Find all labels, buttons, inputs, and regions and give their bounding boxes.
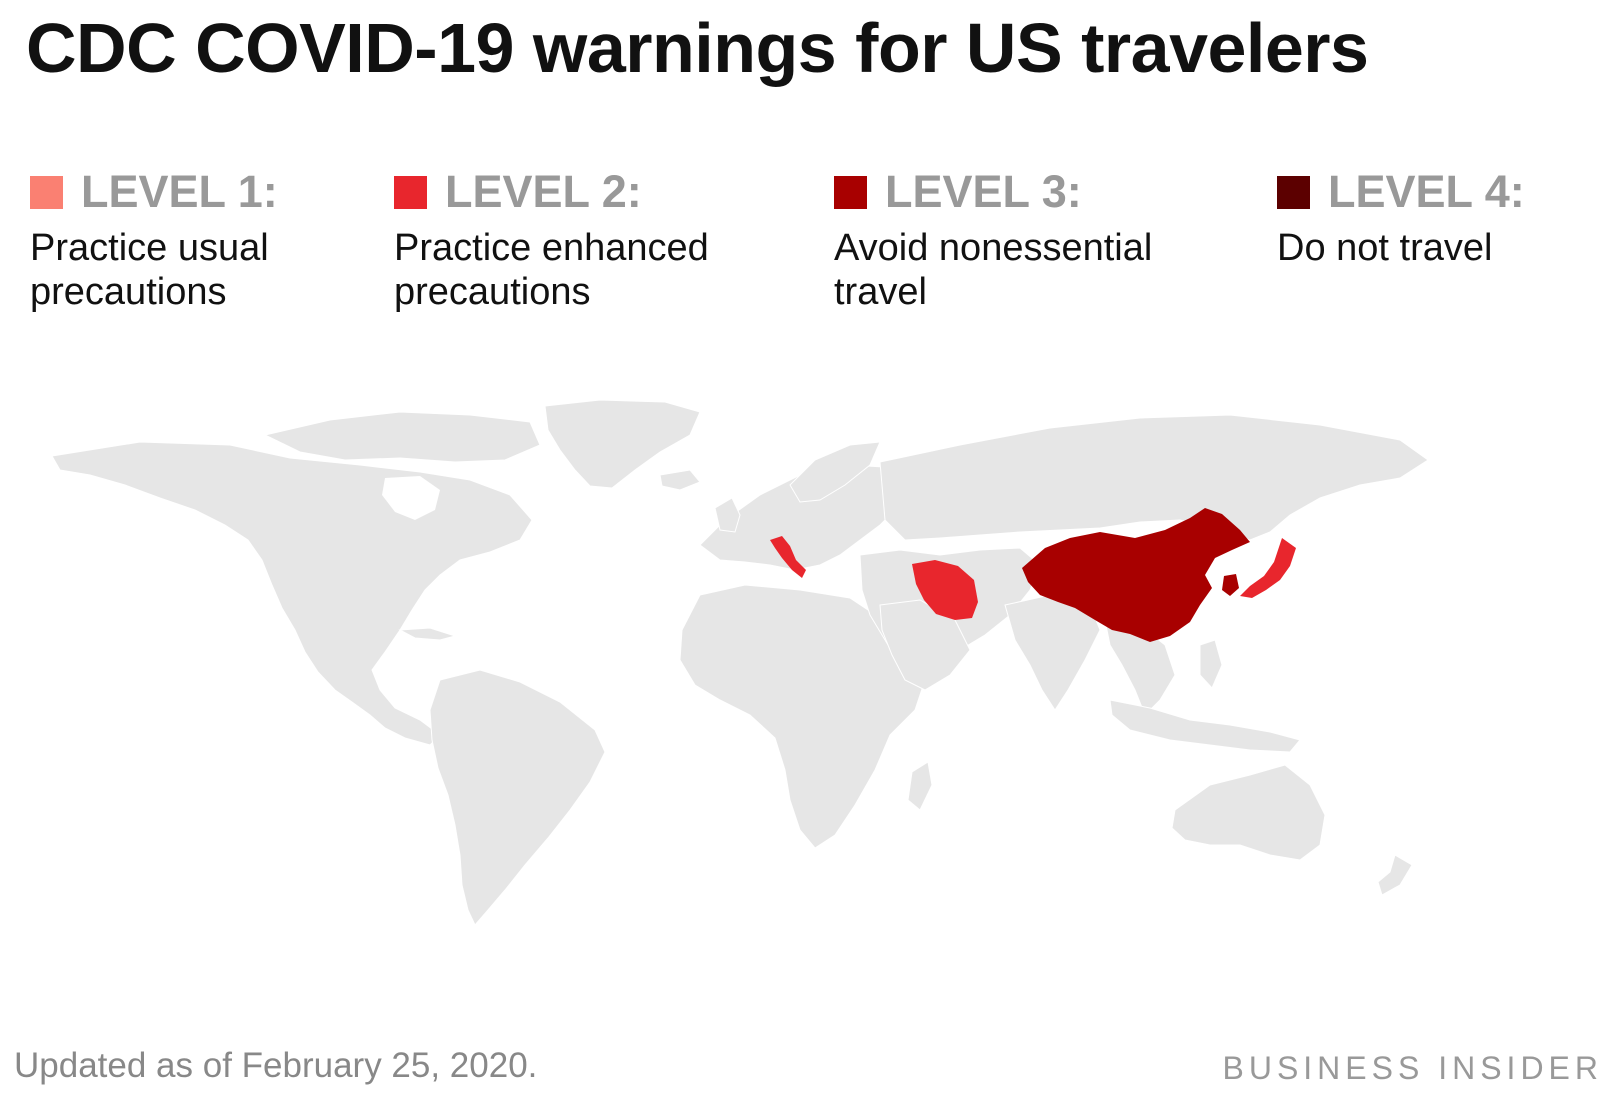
legend-label-level-2: LEVEL 2: [445,166,642,217]
legend-swatch-level-3 [834,175,867,209]
legend-level-4: LEVEL 4: Do not travel [1277,166,1525,270]
land-europe [699,464,906,571]
highlighted-countries [770,508,1296,642]
land-iceland [659,469,701,491]
country-japan [1240,538,1296,598]
legend-swatch-level-4 [1277,175,1310,209]
country-south-korea [1222,574,1239,596]
legend-label-level-3: LEVEL 3: [885,166,1082,217]
land-masses [51,399,1429,926]
land-greenland [544,399,701,489]
land-uk [714,497,741,533]
land-scandinavia [789,441,881,503]
hudson-bay [382,476,440,520]
legend-label-level-4: LEVEL 4: [1328,166,1525,217]
legend-description-level-3: Avoid nonessential travel [834,227,1153,313]
country-iran [912,560,978,620]
legend-swatch-level-2 [394,175,427,209]
land-philippines [1199,639,1223,689]
land-australia [1171,764,1326,861]
legend-label-level-1: LEVEL 1: [81,166,278,217]
land-caribbean [398,627,457,641]
legend-swatch-level-1 [30,175,63,209]
legend-description-level-1: Practice usual precautions [30,227,269,313]
land-new-zealand [1377,854,1413,896]
legend-level-2: LEVEL 2: Practice enhanced precautions [394,166,709,314]
land-russia [879,414,1429,541]
brand-logo-text: BUSINESS INSIDER [1222,1050,1603,1086]
land-indonesia [1109,699,1301,753]
legend-level-3: LEVEL 3: Avoid nonessential travel [834,166,1153,314]
country-china [1022,508,1250,642]
legend-description-level-4: Do not travel [1277,227,1493,269]
land-south-america [429,669,606,926]
footer-update-note: Updated as of February 25, 2020. [14,1046,538,1085]
land-arctic-islands [263,411,541,463]
page-title: CDC COVID-19 warnings for US travelers [26,9,1369,87]
legend-description-level-2: Practice enhanced precautions [394,227,709,313]
world-map [51,399,1429,926]
legend-level-1: LEVEL 1: Practice usual precautions [30,166,278,314]
land-madagascar [907,761,933,811]
country-italy [770,536,806,578]
